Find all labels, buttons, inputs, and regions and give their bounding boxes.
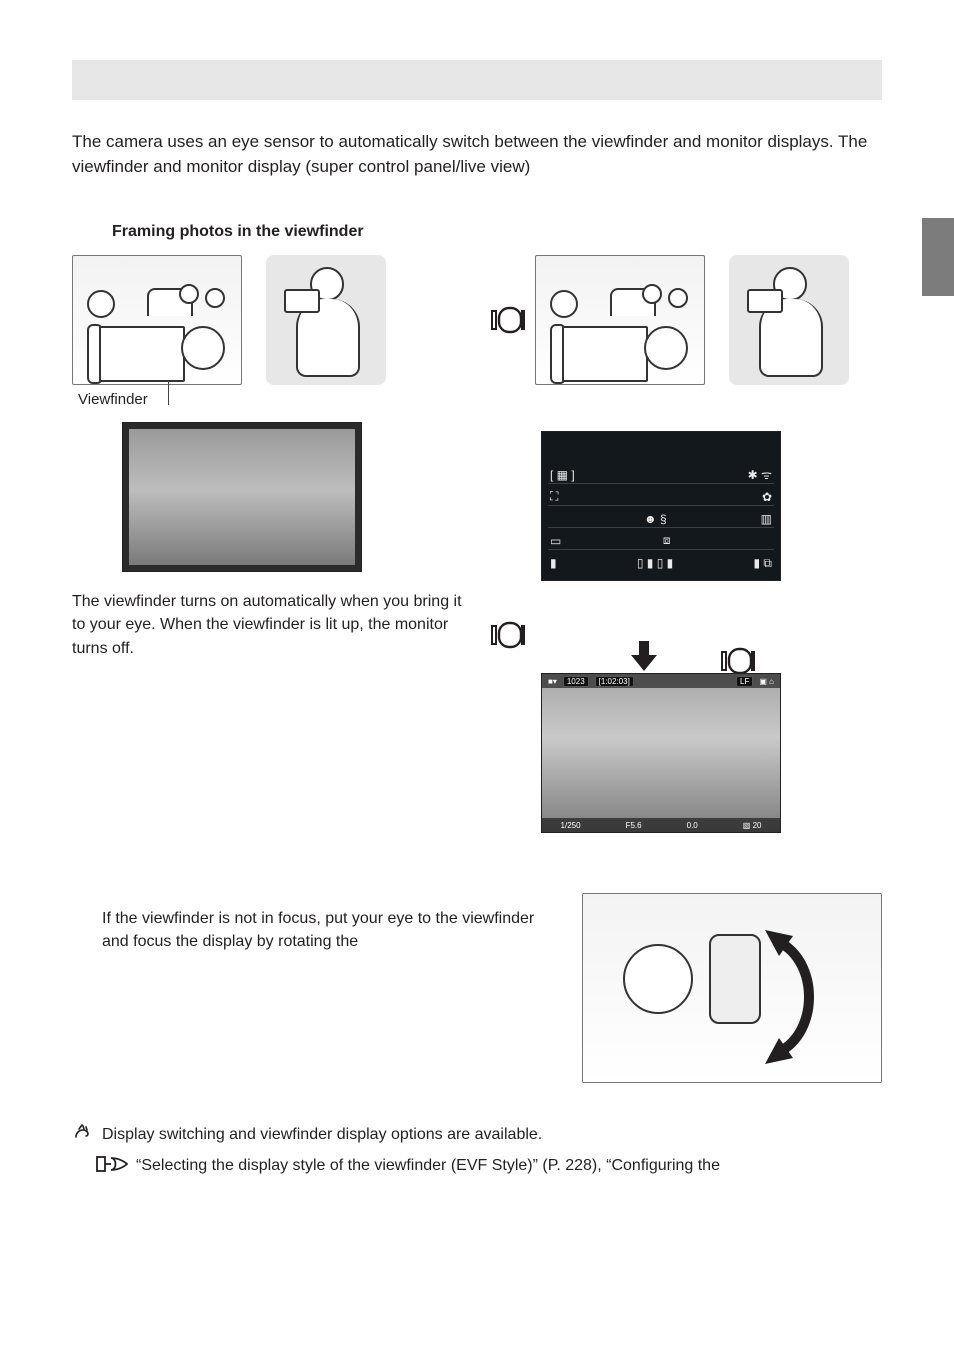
panel-r4-right: ▮ ⧉	[753, 556, 772, 571]
diopter-adjust-figure	[582, 893, 882, 1083]
lv-top-fmt: LF	[736, 676, 753, 687]
monitor-icon	[491, 306, 525, 334]
lv-top-rec: ■▾	[548, 677, 557, 686]
camera-rear-figure	[72, 255, 242, 385]
lv-bottom-f: F5.6	[626, 821, 642, 830]
panel-r1-right: ✿	[762, 490, 772, 504]
super-control-panel-figure: [ ▦ ] ✱ ᯤ ⛶ ✿ ☻ § ▥ ▭ ⧈	[541, 431, 781, 581]
viewfinder-caption: Viewfinder	[78, 391, 463, 408]
person-holding-camera-figure-right	[729, 255, 849, 385]
panel-r2-mid: ☻ §	[644, 512, 667, 526]
viewfinder-preview-figure	[122, 422, 362, 572]
hint-icon	[72, 1123, 96, 1154]
lv-top-shots: 1023	[563, 676, 589, 687]
panel-r2-right: ▥	[761, 512, 772, 526]
section-header-bar	[72, 60, 882, 100]
monitor-icon	[721, 647, 755, 675]
thumb-tab	[922, 218, 954, 296]
lv-top-icons: ▣ ⌂	[759, 677, 774, 686]
left-heading: Framing photos in the viewfinder	[112, 223, 463, 241]
panel-r4-left: ▮	[550, 556, 557, 570]
lv-bottom-shutter: 1/250	[561, 821, 581, 830]
diopter-text: If the viewfinder is not in focus, put y…	[72, 893, 552, 953]
panel-r0-right: ✱ ᯤ	[748, 466, 772, 483]
lv-bottom-iso: ▧ 20	[743, 821, 762, 830]
note-reference: “Selecting the display style of the view…	[136, 1154, 720, 1179]
panel-r1-left: ⛶	[550, 489, 558, 504]
person-holding-camera-figure	[266, 255, 386, 385]
panel-r0-left: [ ▦ ]	[550, 468, 575, 482]
lv-bottom-ev: 0.0	[687, 821, 698, 830]
panel-r4-mid: ▯ ▮ ▯ ▮	[637, 556, 673, 570]
note-display-options: Display switching and viewfinder display…	[102, 1123, 542, 1148]
viewfinder-description: The viewfinder turns on automatically wh…	[72, 590, 463, 660]
lv-top-time: [1:02:03]	[595, 676, 634, 687]
panel-r3-left: ▭	[550, 534, 561, 548]
monitor-icon	[491, 621, 525, 649]
live-view-figure: ■▾ 1023 [1:02:03] LF ▣ ⌂ 1/250 F5.6 0.0 …	[541, 673, 781, 833]
left-camera-row	[72, 255, 463, 385]
camera-rear-figure-right	[535, 255, 705, 385]
panel-r3-mid: ⧈	[663, 533, 671, 548]
reference-icon	[96, 1154, 130, 1183]
intro-paragraph: The camera uses an eye sensor to automat…	[72, 130, 882, 179]
